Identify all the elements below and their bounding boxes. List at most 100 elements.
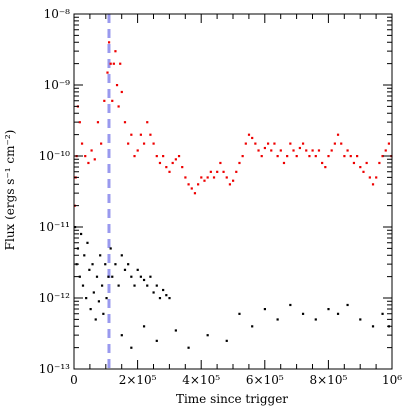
data-point-s0-47: [200, 176, 203, 179]
data-point-s1-54: [289, 303, 292, 307]
data-point-s0-98: [362, 170, 365, 173]
x-tick-label-3: 6×10⁵: [246, 373, 284, 387]
y-tick-label-5: 10⁻⁸: [44, 7, 71, 21]
data-point-s0-51: [212, 176, 216, 179]
data-point-s1-24: [114, 263, 117, 266]
x-tick-label-1: 2×10⁵: [119, 373, 157, 387]
data-point-s0-106: [387, 142, 391, 145]
data-point-s1-36: [152, 291, 155, 294]
data-point-s0-75: [289, 142, 292, 145]
data-point-s0-52: [216, 170, 219, 173]
data-point-s1-15: [97, 300, 100, 303]
data-point-s0-10: [96, 121, 100, 124]
data-point-s1-56: [314, 318, 317, 321]
data-point-s0-87: [327, 155, 330, 158]
data-point-s1-30: [133, 284, 136, 287]
data-point-s0-94: [349, 155, 352, 158]
data-point-s0-40: [177, 155, 181, 158]
data-points: [73, 41, 393, 349]
data-point-s0-99: [365, 161, 368, 165]
data-point-s1-39: [162, 288, 165, 292]
data-point-s1-58: [336, 312, 340, 315]
data-point-s0-64: [254, 142, 257, 145]
data-point-s1-9: [88, 268, 91, 271]
data-point-s0-36: [165, 166, 168, 169]
data-point-s0-7: [87, 161, 90, 165]
data-point-s0-19: [115, 84, 119, 87]
data-point-s1-60: [359, 318, 362, 321]
data-point-s0-66: [260, 155, 263, 158]
data-point-s0-63: [251, 136, 254, 140]
data-point-s0-56: [228, 183, 232, 186]
data-point-s0-23: [123, 121, 127, 124]
data-point-s0-103: [378, 161, 381, 165]
data-point-s0-26: [133, 155, 136, 158]
data-point-s0-59: [238, 161, 241, 165]
data-point-s1-21: [107, 275, 110, 278]
data-point-s1-16: [99, 254, 102, 257]
data-point-s1-57: [327, 308, 330, 311]
data-point-s0-35: [162, 155, 165, 158]
data-point-s1-49: [225, 339, 228, 342]
y-tick-label-3: 10⁻¹⁰: [39, 149, 70, 163]
data-point-s1-4: [80, 232, 83, 236]
data-point-s0-4: [78, 121, 81, 124]
data-point-s0-46: [197, 183, 200, 186]
data-point-s1-40: [165, 294, 168, 297]
data-point-s0-50: [209, 170, 212, 173]
x-tick-label-0: 0: [70, 373, 78, 387]
data-point-s0-8: [90, 149, 93, 152]
data-point-s1-11: [91, 263, 94, 266]
y-axis-label: Flux (ergs s⁻¹ cm⁻²): [3, 130, 17, 251]
data-point-s0-16: [111, 99, 114, 102]
data-point-s0-91: [340, 142, 343, 145]
x-tick-label-5: 10⁶: [382, 373, 402, 387]
data-point-s0-84: [317, 149, 321, 152]
data-point-s0-78: [298, 146, 301, 150]
data-point-s1-59: [346, 303, 349, 307]
data-point-s0-49: [206, 176, 209, 179]
plot-area: [74, 14, 392, 369]
data-point-s1-3: [78, 275, 81, 278]
data-point-s0-14: [107, 41, 111, 44]
data-point-s1-41: [168, 297, 171, 300]
y-tick-label-4: 10⁻⁹: [44, 78, 71, 92]
data-point-s1-17: [100, 284, 104, 287]
data-point-s0-89: [333, 142, 336, 145]
data-point-s1-32: [139, 275, 142, 278]
y-tick-label-0: 10⁻¹³: [39, 362, 70, 376]
x-axis-label: Time since trigger: [176, 392, 288, 406]
data-point-s1-7: [85, 297, 88, 300]
x-tick-label-4: 8×10⁵: [310, 373, 348, 387]
data-point-s0-32: [152, 142, 155, 145]
data-point-s0-37: [168, 170, 171, 173]
data-point-s0-30: [146, 121, 149, 124]
data-point-s1-51: [251, 325, 254, 328]
data-point-s1-13: [94, 318, 97, 321]
data-point-s0-41: [181, 166, 184, 169]
data-point-s0-82: [311, 149, 314, 152]
data-point-s1-38: [158, 297, 162, 300]
data-point-s0-102: [375, 176, 378, 179]
data-point-s0-101: [371, 183, 375, 186]
data-point-s1-27: [123, 268, 127, 271]
data-point-s0-72: [279, 149, 282, 152]
data-point-s0-81: [308, 155, 311, 158]
data-point-s1-18: [102, 312, 105, 315]
data-point-s0-104: [381, 155, 384, 158]
data-point-s1-6: [83, 254, 86, 257]
data-point-s0-57: [232, 179, 235, 182]
data-point-s1-61: [371, 325, 375, 328]
data-point-s1-26: [120, 254, 123, 257]
data-point-s1-53: [276, 318, 279, 321]
data-point-s1-25: [117, 284, 120, 287]
data-point-s1-14: [95, 275, 99, 278]
data-point-s0-88: [330, 149, 333, 152]
data-point-s1-23: [111, 275, 114, 278]
data-point-s0-73: [282, 161, 286, 165]
data-point-s0-61: [244, 142, 247, 145]
data-point-s0-60: [241, 155, 244, 158]
data-point-s0-29: [142, 142, 146, 145]
y-tick-label-1: 10⁻¹²: [39, 291, 70, 305]
